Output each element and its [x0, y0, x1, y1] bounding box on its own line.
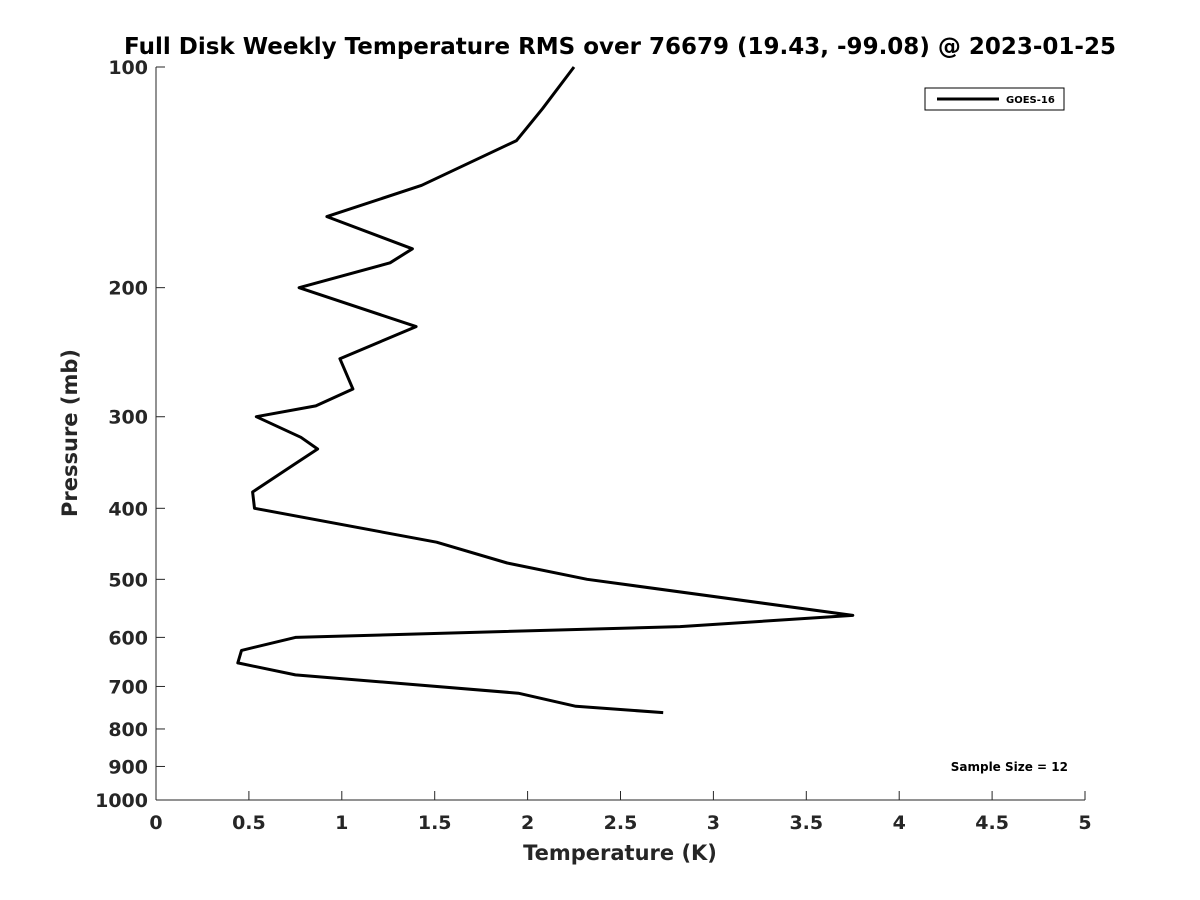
- x-tick-label: 5: [1078, 812, 1091, 834]
- x-tick-label: 4: [893, 812, 906, 834]
- chart-title: Full Disk Weekly Temperature RMS over 76…: [124, 34, 1116, 60]
- y-tick-label: 900: [108, 756, 148, 778]
- plot-area: 0 0.5 1 1.5 2 2.5 3 3.5 4 4.5 5 100 200 300 400 500 600…: [95, 57, 1092, 834]
- y-tick-label: 400: [108, 498, 148, 520]
- y-tick-label: 700: [108, 676, 148, 698]
- x-tick-label: 1: [335, 812, 348, 834]
- y-tick-label: 500: [108, 569, 148, 591]
- x-tick-label: 3: [707, 812, 720, 834]
- x-tick-label: 2: [521, 812, 534, 834]
- y-tick-label: 1000: [95, 790, 148, 812]
- y-ticks: 100 200 300 400 500 600 700 800 900 1000: [95, 57, 165, 812]
- sample-size-annotation: Sample Size = 12: [951, 760, 1068, 774]
- y-tick-label: 200: [108, 278, 148, 300]
- y-tick-label: 100: [108, 57, 148, 79]
- x-tick-label: 3.5: [789, 812, 823, 834]
- y-axis-label: Pressure (mb): [58, 349, 82, 517]
- x-tick-label: 4.5: [975, 812, 1009, 834]
- x-tick-label: 0: [149, 812, 162, 834]
- series-layer: [236, 66, 855, 715]
- y-tick-label: 300: [108, 407, 148, 429]
- legend: GOES-16: [924, 87, 1065, 111]
- x-tick-label: 2.5: [604, 812, 638, 834]
- y-tick-label: 600: [108, 627, 148, 649]
- series-line: [236, 66, 855, 715]
- x-tick-label: 0.5: [232, 812, 266, 834]
- x-tick-label: 1.5: [418, 812, 452, 834]
- x-axis-label: Temperature (K): [523, 841, 717, 865]
- legend-entry: GOES-16: [1006, 95, 1055, 106]
- x-ticks: 0 0.5 1 1.5 2 2.5 3 3.5 4 4.5 5: [149, 791, 1092, 834]
- y-tick-label: 800: [108, 719, 148, 741]
